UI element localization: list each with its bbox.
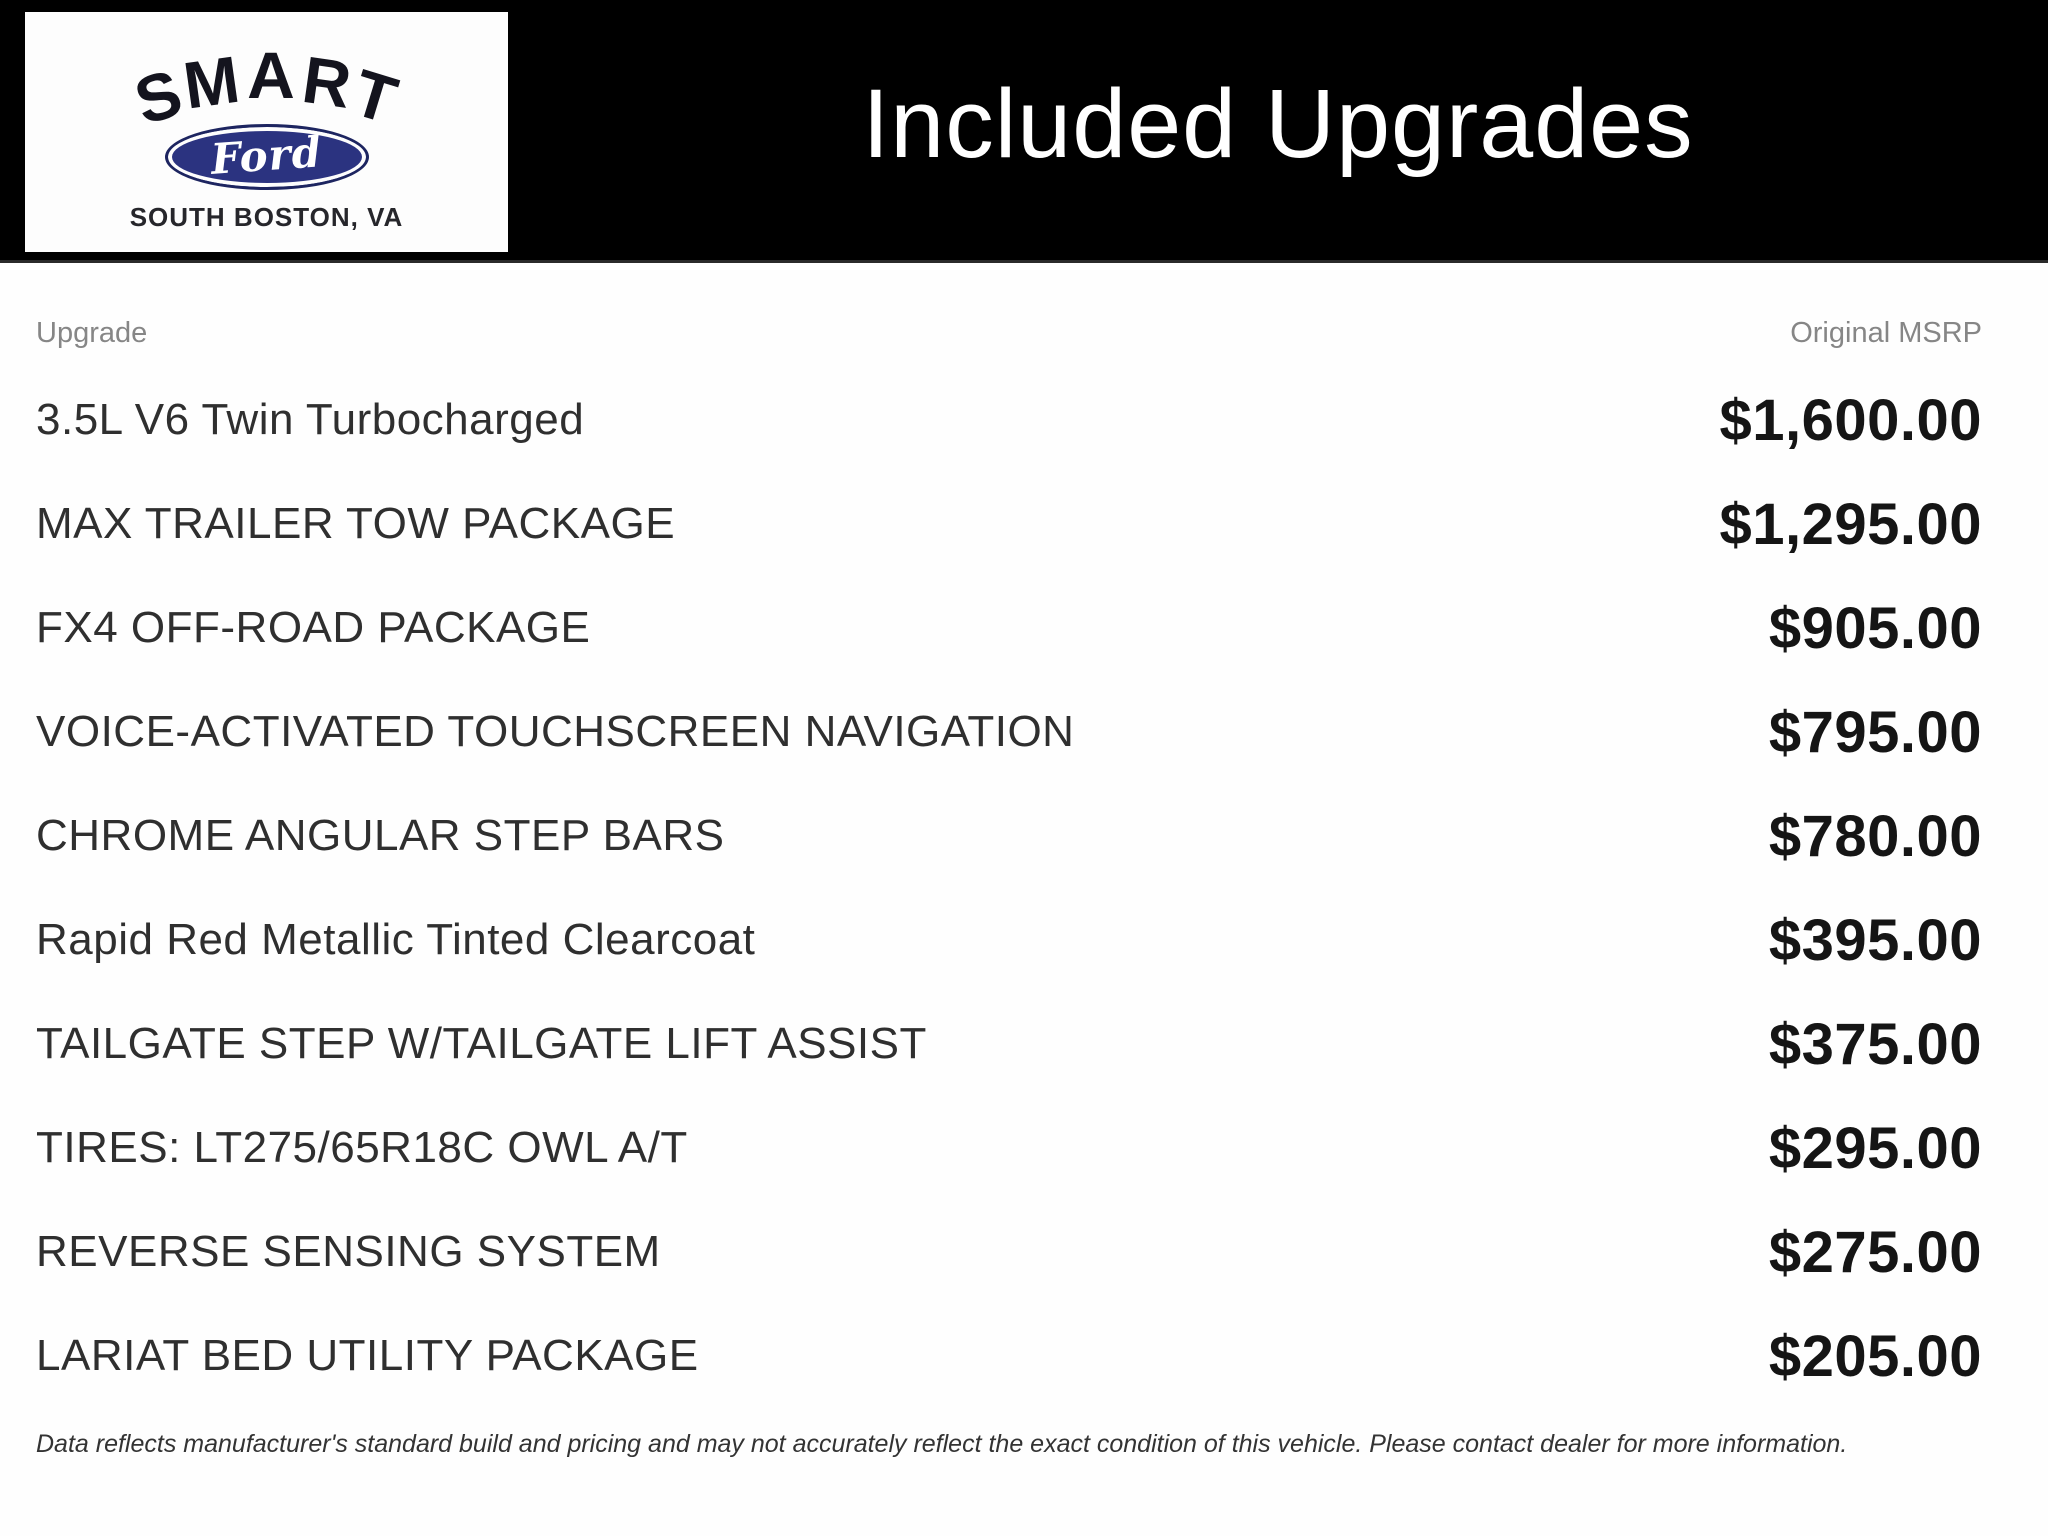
upgrade-table: Upgrade Original MSRP 3.5L V6 Twin Turbo… <box>0 263 2048 1408</box>
dealer-name-letter: A <box>247 38 297 112</box>
upgrade-price: $395.00 <box>1768 907 1982 973</box>
ford-oval-icon: Ford <box>164 124 369 190</box>
upgrade-name: MAX TRAILER TOW PACKAGE <box>36 499 676 548</box>
title-area: Included Upgrades <box>508 0 2048 260</box>
page-header: SMART Ford SOUTH BOSTON, VA Included Upg… <box>0 0 2048 263</box>
upgrade-price: $375.00 <box>1768 1011 1982 1077</box>
upgrade-name: REVERSE SENSING SYSTEM <box>36 1227 661 1276</box>
table-row: MAX TRAILER TOW PACKAGE $1,295.00 <box>36 472 1982 576</box>
dealer-logo: SMART Ford SOUTH BOSTON, VA <box>25 12 508 252</box>
column-header-msrp: Original MSRP <box>1790 317 1982 349</box>
upgrade-price: $905.00 <box>1768 595 1982 661</box>
upgrade-name: Rapid Red Metallic Tinted Clearcoat <box>36 915 756 964</box>
ford-brand-label: Ford <box>209 126 324 184</box>
table-row: CHROME ANGULAR STEP BARS $780.00 <box>36 784 1982 888</box>
column-header-upgrade: Upgrade <box>36 317 148 349</box>
table-header-row: Upgrade Original MSRP <box>36 263 1982 348</box>
upgrade-name: TIRES: LT275/65R18C OWL A/T <box>36 1123 688 1172</box>
page-title: Included Upgrades <box>862 69 1694 178</box>
dealer-name-arc: SMART <box>126 38 406 139</box>
table-row: VOICE-ACTIVATED TOUCHSCREEN NAVIGATION $… <box>36 680 1982 784</box>
disclaimer-text: Data reflects manufacturer's standard bu… <box>36 1430 1848 1458</box>
table-row: 3.5L V6 Twin Turbocharged $1,600.00 <box>36 368 1982 472</box>
table-body: 3.5L V6 Twin Turbocharged $1,600.00 MAX … <box>36 368 1982 1408</box>
upgrade-name: TAILGATE STEP W/TAILGATE LIFT ASSIST <box>36 1019 927 1068</box>
table-row: TIRES: LT275/65R18C OWL A/T $295.00 <box>36 1096 1982 1200</box>
upgrade-name: LARIAT BED UTILITY PACKAGE <box>36 1331 699 1380</box>
upgrade-name: FX4 OFF-ROAD PACKAGE <box>36 603 591 652</box>
table-row: FX4 OFF-ROAD PACKAGE $905.00 <box>36 576 1982 680</box>
upgrade-price: $205.00 <box>1768 1323 1982 1389</box>
upgrade-price: $780.00 <box>1768 803 1982 869</box>
upgrade-name: 3.5L V6 Twin Turbocharged <box>36 395 585 444</box>
upgrade-name: CHROME ANGULAR STEP BARS <box>36 811 725 860</box>
dealer-city-label: SOUTH BOSTON, VA <box>129 202 404 232</box>
upgrade-name: VOICE-ACTIVATED TOUCHSCREEN NAVIGATION <box>36 707 1075 756</box>
dealer-name-letter: M <box>179 41 246 123</box>
table-row: Rapid Red Metallic Tinted Clearcoat $395… <box>36 888 1982 992</box>
table-row: TAILGATE STEP W/TAILGATE LIFT ASSIST $37… <box>36 992 1982 1096</box>
table-row: REVERSE SENSING SYSTEM $275.00 <box>36 1200 1982 1304</box>
upgrade-price: $1,295.00 <box>1719 491 1982 557</box>
upgrade-price: $275.00 <box>1768 1219 1982 1285</box>
table-row: LARIAT BED UTILITY PACKAGE $205.00 <box>36 1304 1982 1408</box>
upgrade-price: $1,600.00 <box>1719 387 1982 453</box>
upgrade-price: $295.00 <box>1768 1115 1982 1181</box>
upgrade-price: $795.00 <box>1768 699 1982 765</box>
